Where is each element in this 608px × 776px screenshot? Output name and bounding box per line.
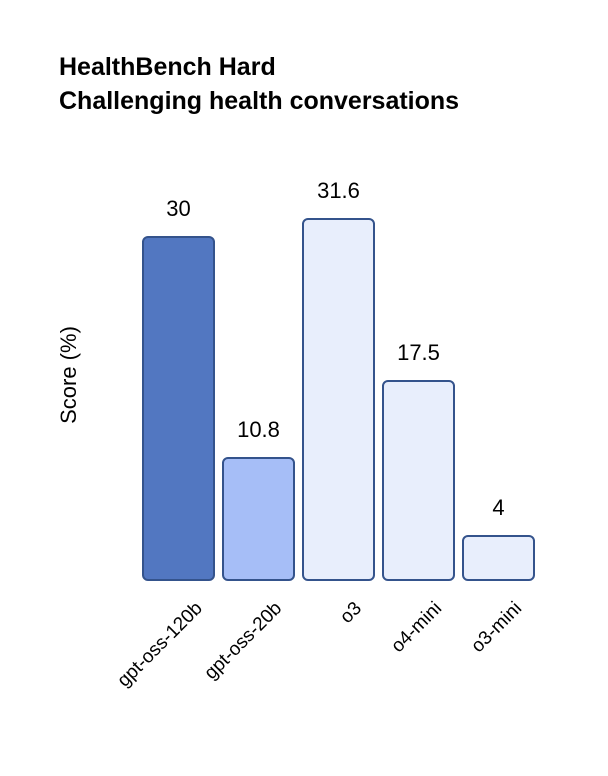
bar-o3 [302,218,375,581]
bar-value-label-o4-mini: 17.5 [397,340,440,365]
x-tick-label-gpt-oss-120b: gpt-oss-120b [113,598,207,692]
chart-title: HealthBench Hard [59,53,276,81]
chart-title-block: HealthBench Hard Challenging health conv… [59,50,459,118]
x-tick-label-o3: o3 [336,598,367,628]
bar-o4-mini [382,380,455,581]
bar-value-label-o3-mini: 4 [492,495,505,520]
x-tick-label-o3-mini: o3-mini [467,598,527,657]
x-tick-label-o4-mini: o4-mini [387,598,447,657]
bar-gpt-oss-120b [142,236,215,581]
bar-value-label-gpt-oss-20b: 10.8 [237,417,280,442]
chart-subtitle: Challenging health conversations [59,87,460,115]
bar-value-label-gpt-oss-120b: 30 [166,196,191,221]
bar-gpt-oss-20b [222,457,295,581]
y-axis-label: Score (%) [56,326,81,424]
bar-value-label-o3: 31.6 [317,178,360,203]
x-tick-label-gpt-oss-20b: gpt-oss-20b [200,598,287,684]
bar-o3-mini [462,535,535,581]
